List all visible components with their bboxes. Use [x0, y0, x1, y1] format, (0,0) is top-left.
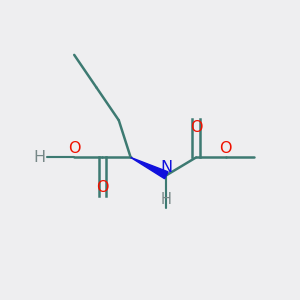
Text: N: N	[160, 160, 172, 175]
Polygon shape	[131, 158, 168, 179]
Text: H: H	[33, 150, 45, 165]
Text: H: H	[161, 192, 172, 207]
Text: O: O	[68, 141, 80, 156]
Text: O: O	[220, 141, 232, 156]
Text: O: O	[190, 120, 202, 135]
Text: O: O	[96, 180, 109, 195]
